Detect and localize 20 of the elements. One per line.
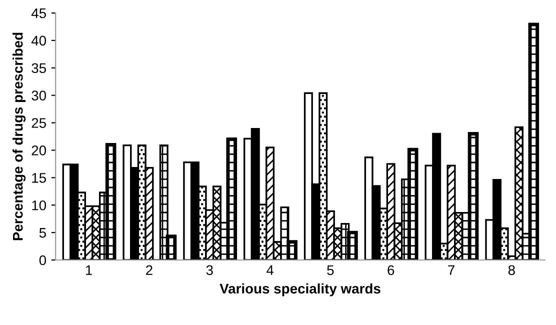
y-tick-label: 20	[32, 146, 46, 156]
y-tick-label: 0	[39, 255, 46, 266]
x-tick-label: 5	[327, 265, 334, 276]
y-tick-label: 35	[32, 63, 46, 74]
x-tick-label: 2	[146, 265, 152, 275]
x-tick-label: 7	[448, 265, 454, 275]
y-tick-label: 40	[31, 36, 46, 46]
x-tick-label: 3	[206, 265, 213, 276]
x-tick-label: 6	[388, 265, 394, 276]
y-tick-label: 30	[32, 90, 46, 101]
y-tick-label: 45	[31, 8, 46, 18]
x-tick-label: 8	[508, 265, 515, 276]
x-axis-title: Various speciality wards	[220, 283, 380, 296]
x-tick-label: 1	[86, 265, 92, 275]
y-tick-label: 10	[32, 200, 46, 210]
x-tick-label: 4	[266, 265, 274, 275]
y-axis-title: Percentage of drugs prescribed	[12, 32, 26, 240]
y-tick-label: 5	[39, 228, 46, 238]
y-tick-label: 25	[32, 118, 46, 128]
y-tick-label: 15	[32, 173, 46, 183]
